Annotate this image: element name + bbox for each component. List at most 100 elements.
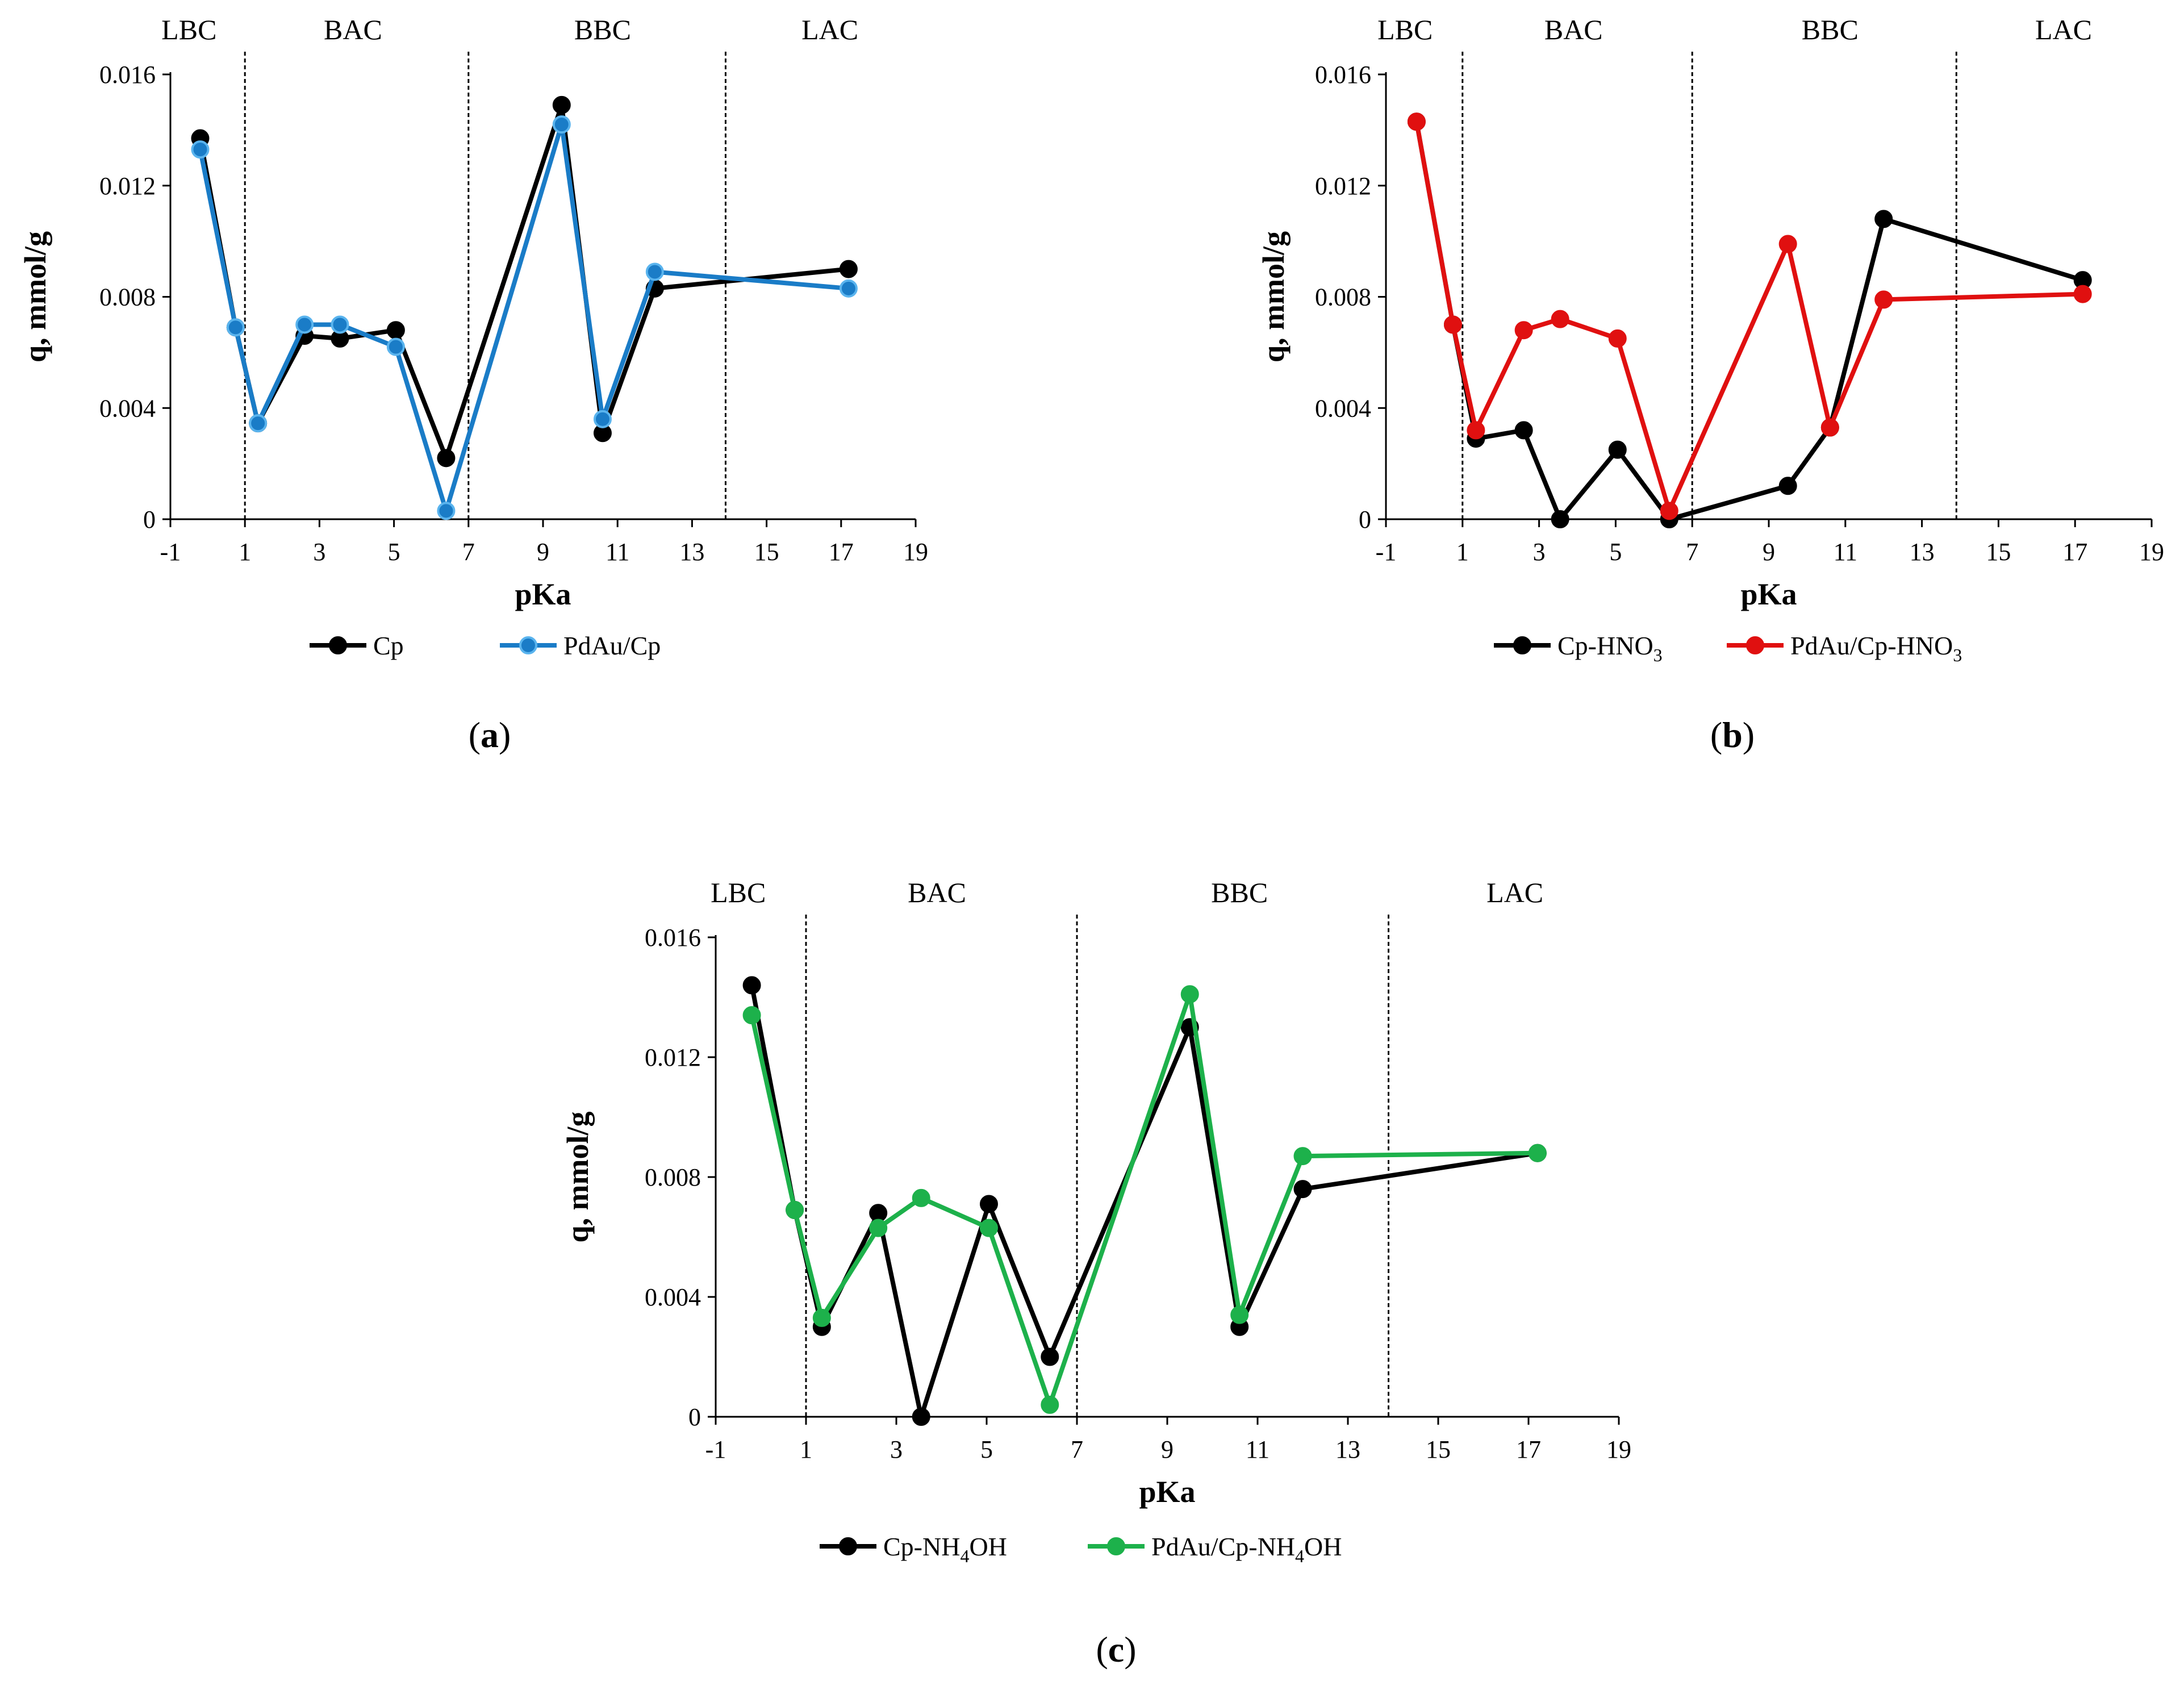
legend-marker xyxy=(1513,636,1531,654)
data-point xyxy=(1874,290,1893,309)
panel-label: (b) xyxy=(1710,715,1755,755)
data-point xyxy=(786,1201,804,1220)
y-axis-title: q, mmol/g xyxy=(1256,231,1291,362)
region-label-bbc: BBC xyxy=(1802,14,1859,45)
legend-entry: PdAu/Cp xyxy=(500,631,661,660)
y-tick-label: 0.016 xyxy=(1315,61,1371,89)
data-point xyxy=(839,279,858,298)
y-tick-label: 0.016 xyxy=(645,924,701,952)
legend-label-subscript: 4 xyxy=(960,1546,969,1566)
panel-label-open: ( xyxy=(1096,1629,1108,1670)
y-tick-label: 0.016 xyxy=(99,61,156,89)
series-line xyxy=(1414,121,2083,514)
x-tick-label: 19 xyxy=(2139,538,2164,566)
y-axis-title: q, mmol/g xyxy=(18,231,52,362)
y-tick-label: 0.008 xyxy=(99,283,156,311)
legend-label: PdAu/Cp xyxy=(563,631,661,660)
legend-marker xyxy=(1746,636,1764,654)
x-tick-label: 17 xyxy=(2062,538,2087,566)
data-point xyxy=(1230,1305,1249,1324)
x-tick-label: 19 xyxy=(1606,1436,1631,1463)
series-cp-hno3 xyxy=(1407,112,2092,528)
region-label-lac: LAC xyxy=(801,14,858,45)
x-tick-label: -1 xyxy=(1376,538,1397,566)
data-point xyxy=(839,260,858,278)
legend-label: PdAu/Cp-HNO3 xyxy=(1790,631,1962,665)
x-tick-label: -1 xyxy=(160,538,181,566)
x-tick-label: 17 xyxy=(1516,1436,1541,1463)
data-point xyxy=(1514,421,1533,440)
x-tick-label: 5 xyxy=(980,1436,993,1463)
series-pdau-cp-nh4oh xyxy=(742,985,1547,1414)
data-point xyxy=(1041,1347,1059,1366)
series-pdau-cp-hno3 xyxy=(1407,112,2092,520)
y-tick-label: 0 xyxy=(688,1403,701,1431)
series-line xyxy=(749,992,1538,1407)
x-axis-title: pKa xyxy=(1740,577,1797,611)
panel-label-letter: c xyxy=(1108,1629,1124,1670)
x-tick-label: -1 xyxy=(705,1436,726,1463)
x-tick-label: 17 xyxy=(829,538,854,566)
y-tick-label: 0.004 xyxy=(1315,394,1371,422)
x-axis-title: pKa xyxy=(1139,1475,1195,1509)
data-point xyxy=(1874,210,1893,228)
data-point xyxy=(1778,235,1797,253)
data-point xyxy=(1820,418,1839,437)
data-point xyxy=(437,449,456,468)
x-tick-label: 15 xyxy=(754,538,779,566)
data-point xyxy=(1778,477,1797,495)
legend-entry: Cp-HNO3 xyxy=(1494,631,1663,665)
x-tick-label: 19 xyxy=(903,538,928,566)
y-tick-label: 0.012 xyxy=(99,172,156,200)
x-tick-label: 1 xyxy=(1456,538,1469,566)
data-point xyxy=(593,410,612,428)
legend-label: Cp xyxy=(373,631,404,660)
x-tick-label: 13 xyxy=(679,538,704,566)
legend-label: Cp-HNO3 xyxy=(1557,631,1663,665)
region-label-lac: LAC xyxy=(1486,877,1543,908)
y-tick-label: 0.008 xyxy=(1315,283,1371,311)
data-point xyxy=(742,1006,761,1025)
legend-entry: PdAu/Cp-NH4OH xyxy=(1088,1532,1342,1566)
region-label-bac: BAC xyxy=(1544,14,1603,45)
data-point xyxy=(295,315,314,334)
data-point xyxy=(742,976,761,995)
x-tick-label: 11 xyxy=(1246,1436,1270,1463)
data-point xyxy=(386,337,405,356)
data-point xyxy=(645,262,664,281)
x-tick-label: 15 xyxy=(1426,1436,1451,1463)
region-label-bac: BAC xyxy=(908,877,966,908)
data-point xyxy=(437,502,456,520)
y-tick-label: 0.012 xyxy=(645,1044,701,1071)
data-point xyxy=(1467,421,1485,440)
data-point xyxy=(1608,329,1627,348)
panel-label-letter: b xyxy=(1722,715,1743,755)
region-label-bac: BAC xyxy=(324,14,382,45)
data-point xyxy=(331,315,349,334)
region-label-bbc: BBC xyxy=(1211,877,1268,908)
x-tick-label: 11 xyxy=(1834,538,1857,566)
region-label-lbc: LBC xyxy=(711,877,766,908)
region-label-lbc: LBC xyxy=(1377,14,1433,45)
x-tick-label: 13 xyxy=(1910,538,1935,566)
legend-label-base: Cp xyxy=(373,631,404,660)
x-tick-label: 9 xyxy=(1763,538,1775,566)
x-tick-label: 1 xyxy=(800,1436,812,1463)
data-point xyxy=(1443,315,1462,334)
data-point xyxy=(191,140,210,159)
data-point xyxy=(1041,1395,1059,1414)
x-tick-label: 15 xyxy=(1986,538,2011,566)
x-tick-label: 5 xyxy=(1609,538,1622,566)
data-point xyxy=(979,1195,998,1213)
legend-label-base: Cp-HNO xyxy=(1557,631,1653,660)
data-point xyxy=(1293,1147,1312,1166)
y-tick-label: 0 xyxy=(143,506,156,533)
data-point xyxy=(812,1308,831,1327)
data-point xyxy=(552,115,571,134)
legend-label-subscript: 3 xyxy=(1653,645,1663,665)
data-point xyxy=(1514,321,1533,340)
data-point xyxy=(249,414,268,433)
